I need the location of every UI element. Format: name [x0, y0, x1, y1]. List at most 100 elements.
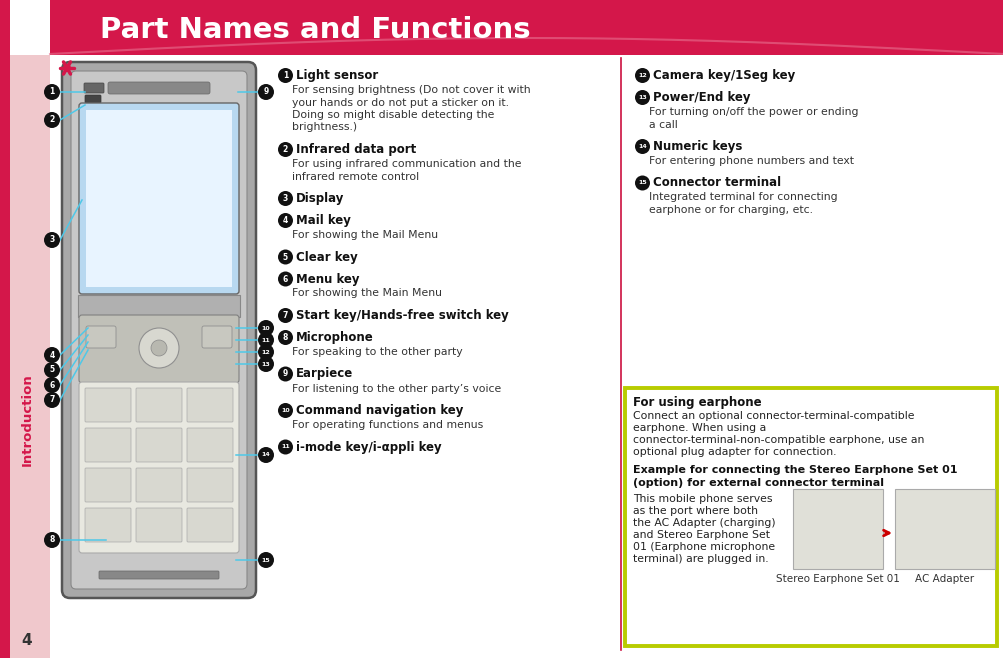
Circle shape [258, 332, 274, 348]
Text: For showing the Main Menu: For showing the Main Menu [292, 288, 441, 299]
FancyBboxPatch shape [99, 571, 219, 579]
Text: 4: 4 [22, 633, 32, 648]
Circle shape [44, 84, 60, 100]
FancyBboxPatch shape [202, 326, 232, 348]
FancyBboxPatch shape [79, 103, 239, 294]
Text: and Stereo Earphone Set: and Stereo Earphone Set [632, 530, 769, 540]
Text: 01 (Earphone microphone: 01 (Earphone microphone [632, 542, 774, 552]
Text: Connector terminal: Connector terminal [652, 176, 780, 190]
Circle shape [44, 112, 60, 128]
FancyBboxPatch shape [135, 468, 182, 502]
FancyBboxPatch shape [85, 95, 101, 103]
Circle shape [44, 532, 60, 548]
Circle shape [634, 68, 649, 83]
FancyBboxPatch shape [84, 83, 104, 93]
Text: 14: 14 [262, 453, 270, 457]
FancyBboxPatch shape [135, 388, 182, 422]
Text: (option) for external connector terminal: (option) for external connector terminal [632, 478, 883, 488]
Text: 8: 8 [283, 333, 288, 342]
Text: For showing the Mail Menu: For showing the Mail Menu [292, 230, 437, 240]
Text: For operating functions and menus: For operating functions and menus [292, 420, 482, 430]
Text: 5: 5 [49, 365, 54, 374]
Text: For using earphone: For using earphone [632, 396, 761, 409]
Text: 8: 8 [49, 536, 54, 545]
Text: 3: 3 [283, 194, 288, 203]
Circle shape [44, 377, 60, 393]
Text: 13: 13 [638, 95, 646, 100]
Text: For entering phone numbers and text: For entering phone numbers and text [648, 156, 854, 166]
Text: For using infrared communication and the: For using infrared communication and the [292, 159, 521, 169]
Text: 7: 7 [49, 395, 54, 405]
Text: 10: 10 [281, 408, 290, 413]
Text: Menu key: Menu key [296, 272, 359, 286]
Text: 9: 9 [283, 370, 288, 378]
Text: earphone. When using a: earphone. When using a [632, 423, 765, 433]
Circle shape [278, 403, 293, 418]
Circle shape [278, 68, 293, 83]
Circle shape [44, 347, 60, 363]
Text: Introduction: Introduction [20, 374, 33, 467]
Text: Doing so might disable detecting the: Doing so might disable detecting the [292, 110, 493, 120]
Text: 1: 1 [49, 88, 54, 97]
FancyBboxPatch shape [625, 388, 996, 646]
Text: 12: 12 [638, 73, 646, 78]
Text: i-mode key/i-αppli key: i-mode key/i-αppli key [296, 440, 441, 453]
Text: 13: 13 [262, 361, 270, 367]
Text: a call: a call [648, 120, 677, 130]
FancyBboxPatch shape [78, 295, 240, 317]
Text: Infrared data port: Infrared data port [296, 143, 416, 156]
Text: For turning on/off the power or ending: For turning on/off the power or ending [648, 107, 858, 117]
Circle shape [634, 139, 649, 154]
Text: terminal) are plugged in.: terminal) are plugged in. [632, 554, 768, 564]
Text: 12: 12 [262, 349, 270, 355]
Circle shape [278, 191, 293, 206]
Circle shape [44, 392, 60, 408]
Circle shape [278, 213, 293, 228]
Circle shape [44, 232, 60, 248]
FancyBboxPatch shape [71, 71, 247, 589]
Text: Part Names and Functions: Part Names and Functions [100, 16, 531, 44]
Circle shape [634, 90, 649, 105]
Text: Earpiece: Earpiece [296, 368, 353, 380]
Circle shape [278, 249, 293, 265]
FancyBboxPatch shape [187, 428, 233, 462]
Text: 3: 3 [49, 236, 54, 245]
FancyBboxPatch shape [10, 55, 50, 658]
FancyBboxPatch shape [0, 0, 10, 658]
Circle shape [258, 447, 274, 463]
Text: Camera key/1Seg key: Camera key/1Seg key [652, 69, 794, 82]
FancyBboxPatch shape [85, 388, 130, 422]
Circle shape [278, 272, 293, 286]
Text: 15: 15 [638, 180, 646, 186]
FancyBboxPatch shape [86, 326, 116, 348]
Text: For speaking to the other party: For speaking to the other party [292, 347, 462, 357]
FancyBboxPatch shape [187, 388, 233, 422]
Text: earphone or for charging, etc.: earphone or for charging, etc. [648, 205, 812, 215]
Text: 4: 4 [49, 351, 54, 359]
FancyBboxPatch shape [108, 82, 210, 94]
FancyBboxPatch shape [894, 489, 994, 569]
Text: Start key/Hands-free switch key: Start key/Hands-free switch key [296, 309, 509, 322]
Text: brightness.): brightness.) [292, 122, 357, 132]
FancyBboxPatch shape [50, 0, 1003, 55]
Text: 9: 9 [263, 88, 269, 97]
Text: Command navigation key: Command navigation key [296, 404, 463, 417]
Circle shape [278, 330, 293, 345]
FancyBboxPatch shape [79, 382, 239, 553]
Text: 4: 4 [283, 216, 288, 225]
Circle shape [258, 356, 274, 372]
Text: 2: 2 [283, 145, 288, 154]
FancyBboxPatch shape [135, 508, 182, 542]
Circle shape [63, 64, 71, 72]
FancyBboxPatch shape [187, 508, 233, 542]
Circle shape [278, 142, 293, 157]
Circle shape [258, 344, 274, 360]
Circle shape [138, 328, 179, 368]
Circle shape [44, 362, 60, 378]
Text: 2: 2 [49, 116, 54, 124]
Text: Stereo Earphone Set 01: Stereo Earphone Set 01 [775, 574, 899, 584]
Circle shape [278, 440, 293, 455]
Circle shape [150, 340, 166, 356]
FancyBboxPatch shape [792, 489, 882, 569]
Text: 14: 14 [638, 144, 646, 149]
